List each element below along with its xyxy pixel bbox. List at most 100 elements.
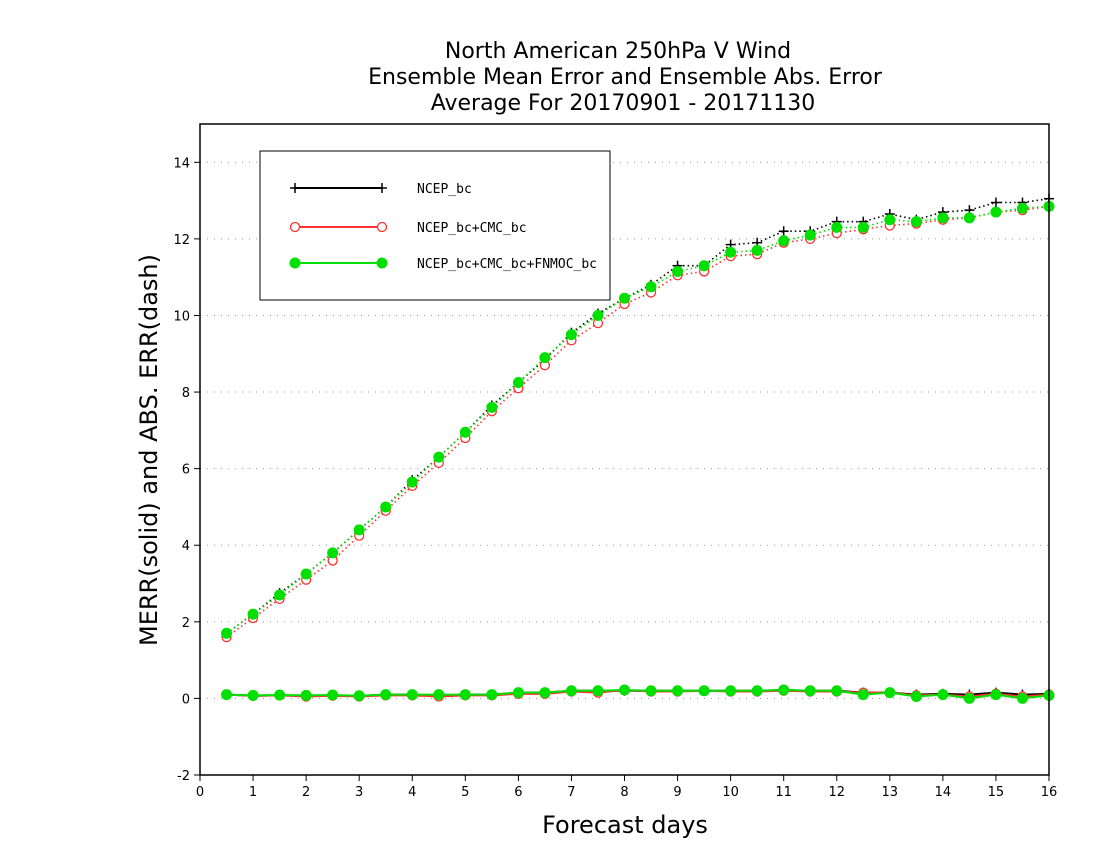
merr-point [486,689,498,701]
x-tick-label: 6 [514,785,522,800]
merr-point [990,689,1002,701]
x-tick-label: 2 [302,785,310,800]
abs-err-point [433,451,445,463]
x-tick-label: 7 [567,785,575,800]
legend-marker [289,257,301,269]
abs-err-point [353,524,365,536]
abs-err-point [459,426,471,438]
merr-point [884,687,896,699]
y-tick-label: 10 [173,309,190,324]
legend-box [259,150,611,301]
legend-label: NCEP_bc [417,182,472,197]
x-tick-label: 3 [355,785,363,800]
title-line-1: North American 250hPa V Wind [445,39,791,64]
abs-err-point [910,216,922,228]
x-tick-label: 8 [620,785,628,800]
abs-err-point [274,589,286,601]
merr-point [565,685,577,697]
merr-point [353,690,365,702]
merr-point [433,689,445,701]
abs-err-point [619,292,630,304]
legend-marker [376,221,388,233]
merr-point [698,685,710,697]
x-tick-label: 4 [408,785,416,800]
x-tick-label: 16 [1041,785,1058,800]
y-tick-label: 2 [182,616,190,631]
legend-label: NCEP_bc+CMC_bc+FNMOC_bc [417,257,597,272]
legend: NCEP_bc NCEP_bc+CMC_bc NCEP_bc+CMC_bc+FNMO… [259,150,611,301]
merr-point [459,689,471,701]
x-tick-label: 14 [935,785,952,800]
abs-err-line [226,205,1050,634]
merr-point [645,685,657,697]
abs-err-point [486,401,498,413]
abs-err-point [857,221,869,233]
title-line-2: Ensemble Mean Error and Ensemble Abs. Er… [368,65,883,90]
y-tick-label: 6 [182,463,190,478]
merr-point [619,684,630,696]
abs-err-line [226,197,1050,634]
x-tick-label: 10 [722,785,739,800]
abs-err-point [698,260,710,272]
abs-err-point [963,212,975,224]
series-layer [221,193,1055,704]
merr-point [327,689,339,701]
legend-label: NCEP_bc+CMC_bc [417,221,527,236]
y-axis-label: MERR(solid) and ABS. ERR(dash) [135,254,163,646]
merr-point [937,689,949,701]
merr-point [539,687,551,699]
y-tick-label: 8 [182,386,190,401]
x-tick-label: 5 [461,785,469,800]
y-tick-label: -2 [177,769,190,784]
merr-point [300,689,312,701]
merr-point [778,684,790,696]
legend-marker [289,221,301,233]
abs-err-point [221,627,233,639]
x-tick-label: 12 [828,785,845,800]
y-tick-label: 0 [182,692,190,707]
legend-item-3: NCEP_bc+CMC_bc+FNMOC_bc [289,257,597,272]
merr-point [512,687,524,699]
abs-err-point [406,476,418,488]
abs-err-point [1016,202,1028,214]
abs-err-point [937,212,949,224]
abs-err-point [380,501,392,513]
abs-err-point [751,244,763,256]
abs-err-point [247,608,259,620]
merr-point [406,689,418,701]
x-axis-label: Forecast days [542,811,708,839]
merr-point [221,689,233,701]
merr-point [857,689,869,701]
merr-point [831,685,843,697]
abs-err-point [592,309,604,321]
merr-point [725,685,737,697]
abs-err-point [778,226,789,237]
abs-err-point [672,265,684,277]
merr-point [963,692,975,704]
abs-err-point [990,197,1001,208]
abs-err-point [990,206,1002,218]
legend-marker [290,183,300,193]
merr-point [910,690,922,702]
abs-err-point [300,568,312,580]
x-tick-label: 0 [196,785,204,800]
merr-point [247,689,259,701]
legend-item-1: NCEP_bc [290,182,472,197]
abs-err-point [512,376,524,388]
y-tick-label: 12 [173,233,190,248]
merr-point [672,685,684,697]
x-axis: 0 1 2 3 4 5 6 7 8 9 10 11 12 13 14 15 16 [196,775,1057,800]
merr-point [751,685,763,697]
abs-err-point [327,547,339,559]
x-tick-label: 13 [882,785,899,800]
x-tick-label: 1 [249,785,257,800]
abs-err-point [725,246,737,258]
merr-point [1016,692,1028,704]
x-tick-label: 9 [673,785,681,800]
legend-item-2: NCEP_bc+CMC_bc [289,221,527,236]
series-3 [221,200,1055,704]
abs-err-point [778,235,790,247]
y-tick-label: 14 [173,156,190,171]
abs-err-point [539,352,551,364]
